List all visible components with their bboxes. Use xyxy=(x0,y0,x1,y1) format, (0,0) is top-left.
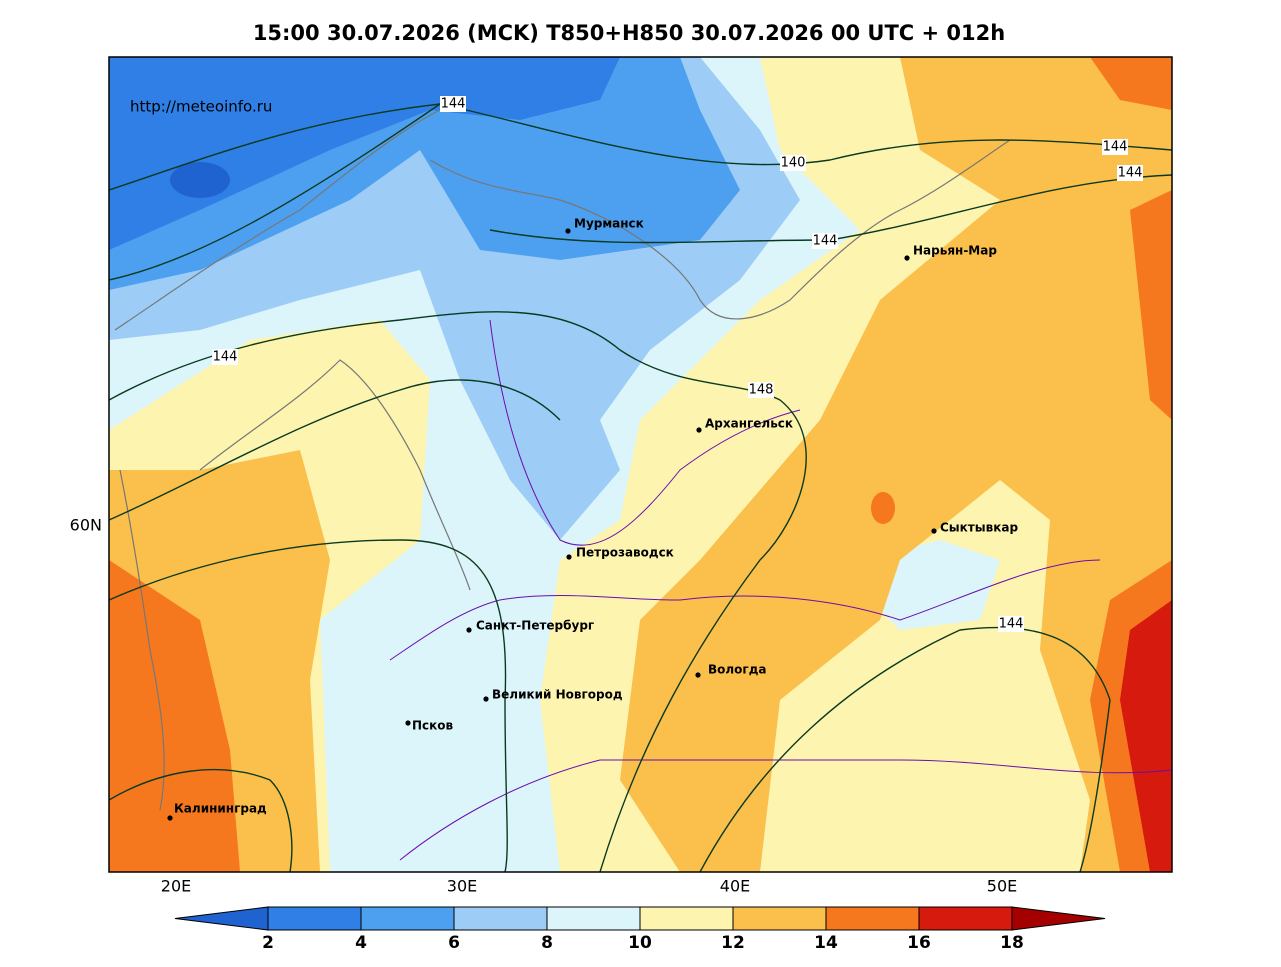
contour-label: 144 xyxy=(213,350,238,365)
city-dot xyxy=(695,672,701,678)
contour-label-bg xyxy=(1117,165,1143,181)
city-dot xyxy=(167,815,173,821)
colorbar-tick-label: 14 xyxy=(814,933,838,953)
colorbar-extend-high xyxy=(1011,906,1106,931)
x-axis-label: 30E xyxy=(447,877,477,896)
contour-label-bg xyxy=(1102,139,1128,155)
colorbar-segment xyxy=(825,906,920,931)
colorbar-tick-label: 8 xyxy=(541,933,553,953)
x-axis-label: 50E xyxy=(987,877,1017,896)
contour-label: 144 xyxy=(813,234,838,249)
city-dot xyxy=(931,528,937,534)
contour-label: 144 xyxy=(999,617,1024,632)
colorbar: 2 4 6 8 10 12 14 16 18 xyxy=(174,906,1106,953)
colorbar-tick-label: 2 xyxy=(262,933,274,953)
y-axis-label: 60N xyxy=(70,516,102,535)
contour-label: 144 xyxy=(1103,140,1128,155)
map-field xyxy=(109,57,1172,872)
city-label: Санкт-Петербург xyxy=(476,619,594,633)
colorbar-segment xyxy=(918,906,1013,931)
title: 15:00 30.07.2026 (MCK) T850+H850 30.07.2… xyxy=(253,21,1005,45)
city-dot xyxy=(405,720,411,726)
colorbar-segment xyxy=(360,906,455,931)
city-label: Сыктывкар xyxy=(940,521,1018,535)
city-label: Вологда xyxy=(708,663,766,677)
colorbar-segment xyxy=(546,906,641,931)
city-label: Калининград xyxy=(174,802,267,816)
colorbar-segment xyxy=(453,906,548,931)
x-axis-label: 20E xyxy=(161,877,191,896)
city-dot xyxy=(466,627,472,633)
map-frame xyxy=(108,56,1173,873)
contour-label-bg xyxy=(440,96,466,112)
colorbar-tick-label: 10 xyxy=(628,933,652,953)
city-label: Нарьян-Мар xyxy=(913,244,997,258)
city-dot xyxy=(565,228,571,234)
contour-label: 140 xyxy=(781,156,806,171)
contour-label: 144 xyxy=(441,97,466,112)
contour-label-bg xyxy=(812,233,838,249)
colorbar-segment xyxy=(267,906,362,931)
city-label: Архангельск xyxy=(705,417,793,431)
colorbar-tick-label: 16 xyxy=(907,933,931,953)
contour-label: 148 xyxy=(749,383,774,398)
city-dot xyxy=(483,696,489,702)
contour-label-bg xyxy=(780,155,806,171)
contour-label-bg xyxy=(212,349,238,365)
contour-label: 144 xyxy=(1118,166,1143,181)
city-dot xyxy=(904,255,910,261)
colorbar-extend-low xyxy=(174,906,269,931)
city-label: Псков xyxy=(412,719,454,733)
city-dot xyxy=(566,554,572,560)
city-label: Мурманск xyxy=(574,217,644,231)
watermark: http://meteoinfo.ru xyxy=(130,98,272,116)
contour-label-bg xyxy=(748,382,774,398)
colorbar-tick-label: 4 xyxy=(355,933,367,953)
city-label: Петрозаводск xyxy=(576,546,674,560)
colorbar-tick-label: 12 xyxy=(721,933,745,953)
colorbar-segment xyxy=(732,906,827,931)
x-axis-label: 40E xyxy=(720,877,750,896)
colorbar-tick-label: 6 xyxy=(448,933,460,953)
contour-label-bg xyxy=(998,616,1024,632)
city-label: Великий Новгород xyxy=(492,688,623,702)
colorbar-segment xyxy=(639,906,734,931)
city-dot xyxy=(696,427,702,433)
colorbar-tick-label: 18 xyxy=(1000,933,1024,953)
